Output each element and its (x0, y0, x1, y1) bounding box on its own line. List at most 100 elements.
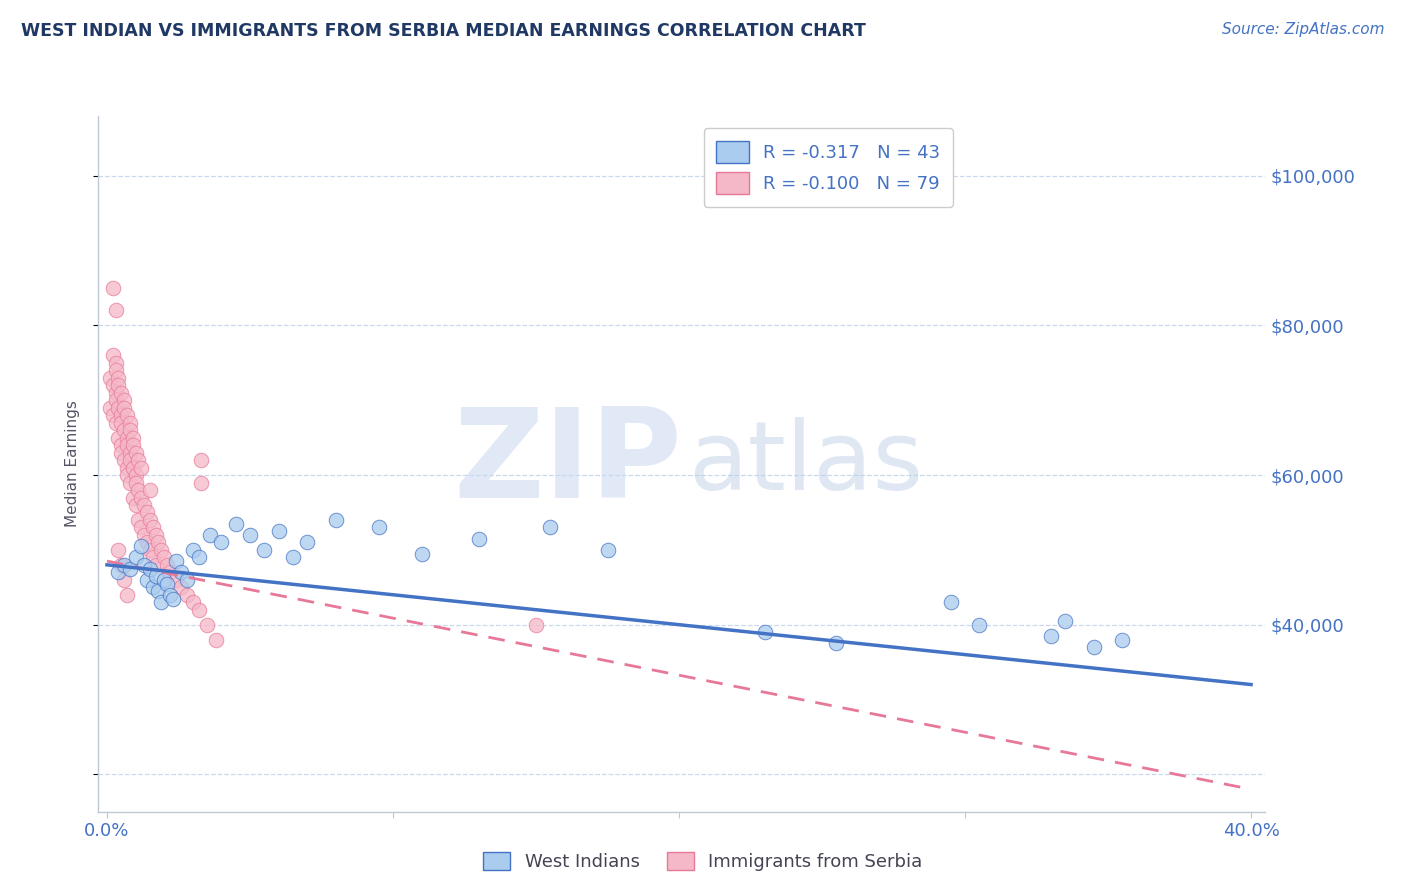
Point (115, 468, 138, 483)
Point (198, 528, 221, 542)
Point (190, 453, 212, 467)
Point (134, 498, 156, 512)
Point (118, 561, 141, 575)
Point (204, 632, 226, 647)
Point (110, 416, 132, 430)
Point (104, 393, 127, 408)
Point (225, 516, 247, 531)
Point (107, 431, 129, 445)
Point (101, 408, 124, 422)
Point (121, 431, 143, 445)
Point (156, 558, 179, 572)
Point (325, 513, 347, 527)
Point (939, 595, 962, 609)
Point (101, 281, 124, 295)
Point (170, 566, 193, 580)
Point (139, 483, 162, 497)
Point (281, 550, 304, 565)
Point (239, 528, 262, 542)
Point (267, 524, 290, 538)
Point (142, 580, 165, 594)
Point (121, 460, 143, 475)
Point (104, 416, 127, 430)
Point (145, 528, 167, 542)
Point (181, 595, 204, 609)
Point (131, 539, 153, 553)
Point (110, 558, 132, 572)
Point (156, 576, 179, 591)
Point (139, 513, 162, 527)
Point (127, 513, 149, 527)
Point (468, 532, 491, 546)
Point (139, 561, 162, 575)
Point (253, 542, 276, 557)
Point (127, 453, 149, 467)
Point (115, 588, 138, 602)
Point (139, 542, 162, 557)
Point (110, 408, 132, 422)
Point (110, 438, 132, 452)
Text: WEST INDIAN VS IMMIGRANTS FROM SERBIA MEDIAN EARNINGS CORRELATION CHART: WEST INDIAN VS IMMIGRANTS FROM SERBIA ME… (21, 22, 866, 40)
Point (131, 491, 153, 505)
Point (134, 558, 156, 572)
Point (524, 617, 547, 632)
Point (209, 535, 232, 549)
Point (142, 520, 165, 534)
Point (112, 401, 135, 415)
Point (107, 401, 129, 415)
Point (131, 520, 153, 534)
Legend: R = -0.317   N = 43, R = -0.100   N = 79: R = -0.317 N = 43, R = -0.100 N = 79 (703, 128, 953, 207)
Point (118, 423, 141, 437)
Point (124, 445, 146, 459)
Point (115, 431, 138, 445)
Point (118, 453, 141, 467)
Point (367, 520, 389, 534)
Point (150, 595, 173, 609)
Text: atlas: atlas (688, 417, 922, 510)
Point (142, 550, 165, 565)
Point (148, 535, 170, 549)
Point (98, 371, 121, 385)
Text: Source: ZipAtlas.com: Source: ZipAtlas.com (1222, 22, 1385, 37)
Point (170, 580, 193, 594)
Point (110, 385, 132, 400)
Point (176, 588, 198, 602)
Point (115, 438, 138, 452)
Point (1039, 629, 1062, 643)
Point (104, 363, 127, 377)
Point (159, 566, 181, 580)
Point (104, 356, 127, 370)
Point (165, 573, 187, 587)
Point (297, 535, 319, 549)
Point (104, 385, 127, 400)
Point (162, 591, 184, 606)
Point (107, 566, 129, 580)
Point (115, 460, 138, 475)
Point (148, 584, 170, 599)
Text: ZIP: ZIP (453, 403, 682, 524)
Point (101, 378, 124, 392)
Point (112, 423, 135, 437)
Point (190, 475, 212, 490)
Point (121, 438, 143, 452)
Point (136, 573, 159, 587)
Point (1083, 640, 1105, 654)
Point (127, 483, 149, 497)
Point (107, 378, 129, 392)
Point (411, 547, 433, 561)
Point (112, 453, 135, 467)
Point (176, 573, 198, 587)
Point (134, 528, 156, 542)
Point (124, 550, 146, 565)
Point (165, 554, 187, 568)
Legend: West Indians, Immigrants from Serbia: West Indians, Immigrants from Serbia (477, 845, 929, 879)
Point (969, 617, 991, 632)
Point (124, 475, 146, 490)
Point (136, 506, 159, 520)
Point (118, 416, 141, 430)
Point (107, 371, 129, 385)
Y-axis label: Median Earnings: Median Earnings (65, 401, 80, 527)
Point (118, 445, 141, 459)
Point (121, 491, 143, 505)
Point (153, 550, 176, 565)
